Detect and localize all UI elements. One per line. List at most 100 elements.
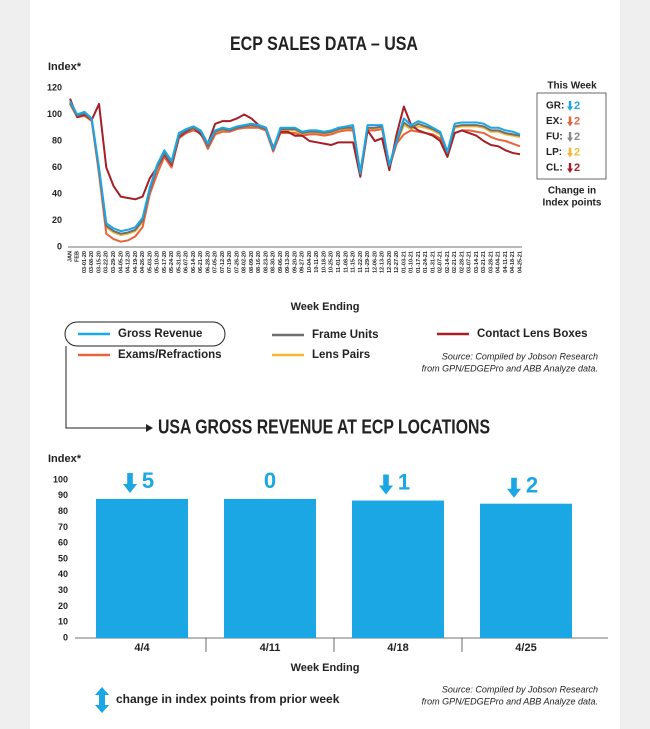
x-tick-label: 4/11: [260, 642, 281, 654]
x-tick-label: 04-25-21: [517, 251, 523, 273]
x-tick-label: 12-06-20: [372, 251, 378, 273]
arrow-down: [567, 147, 573, 158]
x-tick-label: 11-08-20: [343, 251, 349, 273]
arrow-down: [567, 101, 573, 111]
bar: [224, 498, 316, 638]
change-label: 2: [526, 473, 538, 498]
x-tick-label: 08-09-20: [249, 251, 255, 273]
this-week-footer: Change in: [548, 186, 596, 197]
x-tick-label: 03-29-20: [111, 251, 117, 273]
x-tick-label: 06-28-20: [205, 251, 211, 273]
note: change in index points from prior week: [116, 692, 340, 706]
source: from GPN/EDGEPro and ABB Analyze data.: [422, 696, 598, 706]
y-axis-label: Index*: [48, 453, 82, 465]
x-tick-label: 06-07-20: [184, 251, 190, 273]
this-week-title: This Week: [547, 81, 597, 92]
y-tick-label: 40: [52, 188, 62, 198]
x-tick-label: 03-07-21: [467, 251, 473, 273]
y-tick-label: 20: [58, 601, 68, 611]
bar: [480, 503, 572, 638]
this-week-box: [536, 92, 607, 180]
legend-label: Lens Pairs: [312, 349, 370, 361]
arrow-down: [379, 474, 393, 495]
y-tick-label: 60: [52, 162, 62, 172]
x-tick-label: 11-29-20: [365, 251, 371, 273]
x-tick-label: 02-07-21: [438, 251, 444, 273]
x-tick-label: 08-16-20: [256, 251, 262, 273]
this-week-label: CL:: [546, 163, 563, 174]
change-label: 5: [142, 468, 154, 493]
x-tick-label: 10-25-20: [329, 251, 335, 273]
x-tick-label: 02-21-21: [452, 251, 458, 273]
arrow-down: [567, 132, 573, 142]
x-tick-label: 07-12-20: [220, 251, 226, 273]
x-tick-label: 07-26-20: [234, 251, 240, 273]
this-week-value: 2: [574, 162, 580, 174]
x-tick-label: 10-04-20: [307, 251, 313, 273]
y-tick-label: 80: [52, 135, 62, 145]
x-tick-label: 4/18: [387, 642, 408, 654]
x-tick-label: 01-24-21: [423, 251, 429, 273]
y-tick-label: 30: [58, 585, 68, 595]
this-week-value: 2: [574, 146, 580, 158]
x-tick-label: 03-15-20: [96, 251, 102, 273]
arrow-down: [507, 477, 521, 498]
arrow-down: [567, 116, 573, 127]
legend-label: Frame Units: [312, 329, 378, 341]
x-tick-label: 08-30-20: [271, 251, 277, 273]
x-tick-label: 01-03-21: [401, 251, 407, 273]
this-week-value: 2: [574, 100, 580, 112]
y-tick-label: 10: [58, 617, 68, 627]
connector-arrow: [146, 424, 153, 432]
y-tick-label: 60: [58, 538, 68, 548]
change-label: 1: [398, 469, 410, 494]
x-tick-label: 03-01-20: [82, 251, 88, 273]
this-week-footer: Index points: [543, 198, 602, 209]
this-week-value: 2: [574, 131, 580, 143]
x-tick-label: 01-31-21: [430, 251, 436, 273]
x-tick-label: 12-20-20: [387, 251, 393, 273]
this-week-label: GR:: [546, 101, 564, 112]
x-tick-label: 09-20-20: [292, 251, 298, 273]
series-line: [69, 98, 521, 201]
x-tick-label: 05-10-20: [155, 251, 161, 273]
bar: [352, 500, 444, 638]
x-tick-label: 07-05-20: [213, 251, 219, 273]
x-tick-label: 04-05-20: [118, 251, 124, 273]
x-axis-label: Week Ending: [291, 662, 360, 674]
series-line: [69, 100, 521, 233]
x-tick-label: 04-12-20: [126, 251, 132, 273]
x-tick-label: 10-11-20: [314, 251, 320, 273]
x-axis-label: Week Ending: [291, 301, 360, 313]
legend-label: Contact Lens Boxes: [477, 328, 588, 340]
arrow-down: [123, 472, 137, 493]
legend-highlight: [64, 321, 226, 347]
x-tick-label: 05-31-20: [176, 251, 182, 273]
x-tick-label: 07-19-20: [227, 251, 233, 273]
x-tick-label: 09-13-20: [285, 251, 291, 273]
x-tick-label: 05-03-20: [147, 251, 153, 273]
y-tick-label: 0: [63, 632, 68, 642]
x-tick-label: 01-10-21: [409, 251, 415, 273]
x-tick-label: 10-18-20: [321, 251, 327, 273]
legend-label: Gross Revenue: [118, 328, 202, 340]
x-tick-label: FEB: [75, 251, 81, 262]
x-tick-label: 05-24-20: [169, 251, 175, 273]
x-tick-label: 4/4: [134, 642, 150, 654]
x-tick-label: 03-14-21: [474, 251, 480, 273]
y-tick-label: 40: [58, 569, 68, 579]
x-tick-label: 06-21-20: [198, 251, 204, 273]
x-tick-label: 02-28-21: [459, 251, 465, 273]
x-tick-label: 02-14-21: [445, 251, 451, 273]
y-tick-label: 100: [47, 109, 62, 119]
x-tick-label: 06-14-20: [191, 251, 197, 273]
x-tick-label: 09-06-20: [278, 251, 284, 273]
chart-title: USA GROSS REVENUE AT ECP LOCATIONS: [158, 416, 490, 438]
arrow-down: [567, 163, 573, 173]
y-tick-label: 80: [58, 506, 68, 516]
connector: [65, 346, 146, 429]
x-tick-label: 4/25: [515, 642, 536, 654]
x-tick-label: 11-22-20: [358, 251, 364, 273]
x-tick-label: 03-22-20: [104, 251, 110, 273]
